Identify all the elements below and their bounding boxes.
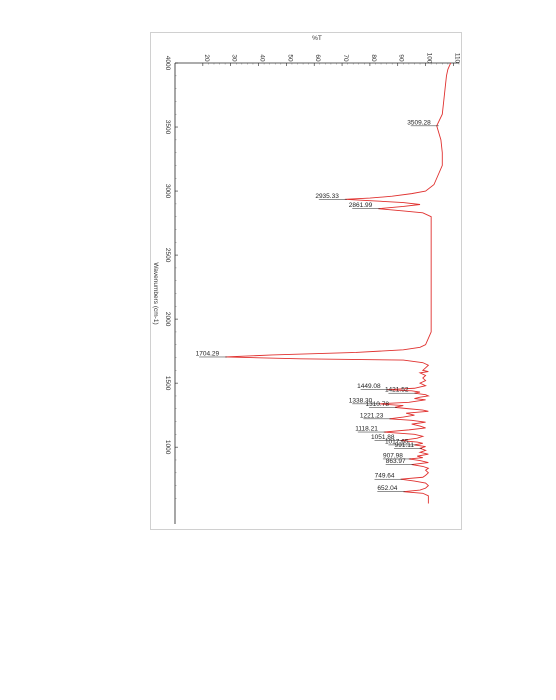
peak-label: 1310.78 — [365, 401, 389, 408]
peak-label: 1449.08 — [357, 383, 381, 390]
transmittance-tick-label: 80 — [370, 54, 377, 62]
labels: 20 30 40 50 60 70 80 90 100 110 4000 3500 3000 2500 20… — [152, 35, 460, 492]
axes — [174, 62, 459, 524]
transmittance-tick-label: 90 — [398, 54, 405, 62]
spectrum-series-line — [225, 62, 452, 504]
peak-label: 1017.65 — [385, 438, 409, 445]
peak-label: 2935.33 — [315, 193, 339, 200]
peak-label: 907.98 — [383, 452, 403, 459]
peak-label: 1051.88 — [371, 434, 395, 441]
transmittance-tick-label: 70 — [342, 54, 349, 62]
wavenumber-tick-label: 1000 — [164, 440, 171, 455]
peak-label: 1118.21 — [355, 426, 378, 433]
peak-label: 1221.23 — [360, 412, 384, 419]
spectrum-frame — [150, 32, 462, 530]
peak-label: 1338.30 — [349, 397, 373, 404]
wavenumber-tick-label: 4000 — [164, 56, 171, 71]
x-axis-title: Wavenumbers (cm-1) — [152, 262, 159, 324]
transmittance-tick-label: 20 — [203, 54, 210, 62]
wavenumber-tick-label: 3000 — [164, 184, 171, 199]
wavenumber-tick-label: 2000 — [164, 312, 171, 327]
transmittance-tick-label: 50 — [286, 54, 293, 62]
peak-label: 2861.99 — [349, 202, 373, 209]
peak-label: 1704.29 — [196, 350, 220, 357]
peak-label: 1421.52 — [385, 387, 409, 394]
wavenumber-tick-label: 2500 — [164, 248, 171, 263]
transmittance-tick-label: 100 — [426, 53, 433, 64]
peak-label: 749.64 — [375, 473, 395, 480]
transmittance-tick-label: 30 — [231, 54, 238, 62]
y-axis-title: %T — [312, 35, 322, 42]
peak-label: 863.97 — [386, 458, 406, 465]
peak-label: 652.04 — [377, 485, 397, 492]
transmittance-tick-label: 110 — [453, 53, 460, 64]
transmittance-tick-label: 60 — [314, 54, 321, 62]
wavenumber-tick-label: 3500 — [164, 120, 171, 135]
peak-label: 991.11 — [395, 442, 415, 449]
peak-markers — [199, 125, 439, 492]
tick-marks — [175, 62, 460, 499]
wavenumber-tick-label: 1500 — [164, 376, 171, 391]
transmittance-tick-label: 40 — [259, 54, 266, 62]
peak-label: 3509.28 — [407, 119, 431, 126]
